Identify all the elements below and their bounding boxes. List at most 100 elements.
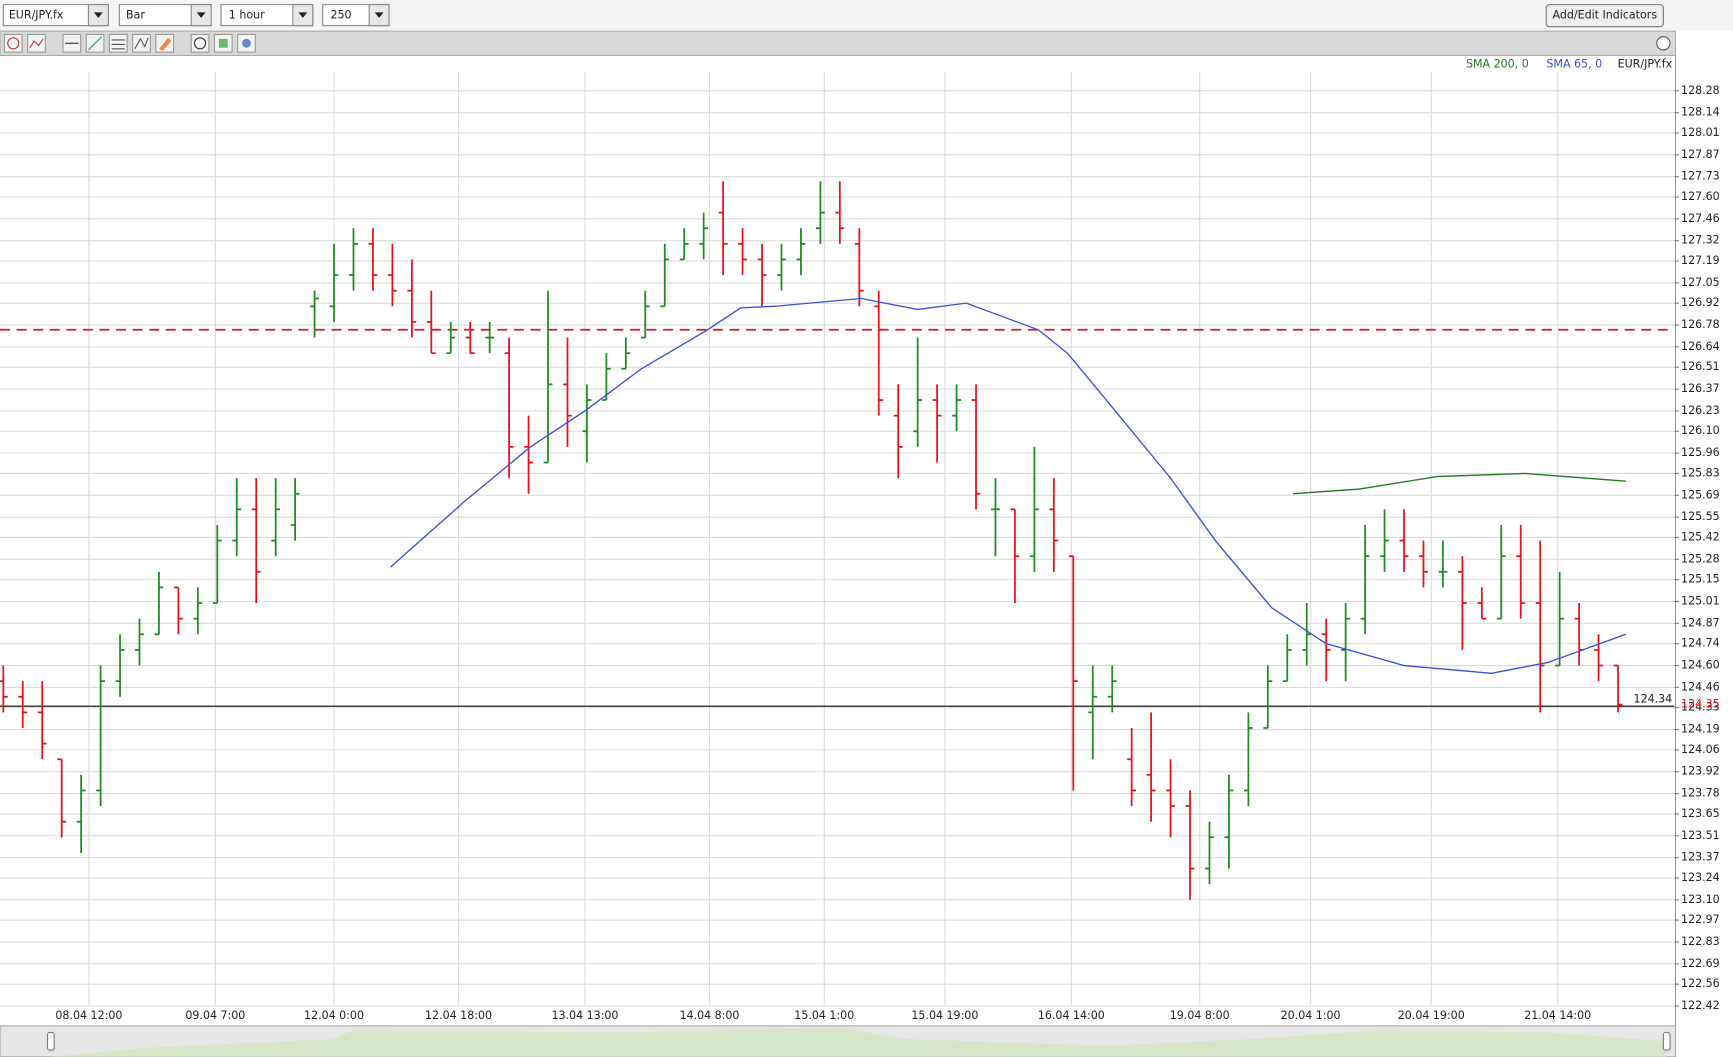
x-tick-label: 19.04 8:00 xyxy=(1170,1009,1230,1022)
dropdown-arrow[interactable] xyxy=(196,12,206,18)
ohlc-bar xyxy=(1535,540,1545,713)
icon-glyph xyxy=(88,36,103,51)
dropdown-arrow[interactable] xyxy=(93,12,103,18)
y-tick-label: 123.65 xyxy=(1681,807,1720,820)
y-tick-label: 128.28 xyxy=(1681,84,1720,97)
icon-clock[interactable] xyxy=(190,33,210,53)
y-tick-label: 127.46 xyxy=(1681,212,1720,225)
ohlc-bar xyxy=(971,384,981,510)
ohlc-bar xyxy=(173,586,183,635)
y-tick-label: 127.32 xyxy=(1681,234,1720,247)
info-icon[interactable] xyxy=(1656,36,1671,51)
ohlc-bar xyxy=(329,243,339,322)
ohlc-bar xyxy=(37,681,47,760)
ohlc-bar xyxy=(154,571,164,636)
ohlc-bar xyxy=(543,290,553,464)
ohlc-bar xyxy=(1516,524,1526,619)
ohlc-bar xyxy=(407,259,417,338)
ohlc-bar xyxy=(1477,587,1487,620)
ohlc-bar xyxy=(1224,774,1234,869)
ohlc-bar xyxy=(1088,665,1098,760)
y-tick-label: 126.37 xyxy=(1681,382,1720,395)
ohlc-bar xyxy=(835,181,845,244)
ohlc-bar xyxy=(1496,524,1506,620)
y-tick-label: 124.19 xyxy=(1681,723,1720,736)
y-tick-label: 123.78 xyxy=(1681,787,1720,800)
button-text[interactable]: Add/Edit Indicators xyxy=(1552,9,1657,22)
dropdown-text[interactable]: 250 xyxy=(330,9,351,22)
icon-fib[interactable] xyxy=(132,33,151,53)
ohlc-bar xyxy=(387,243,397,307)
y-tick-label: 122.42 xyxy=(1681,999,1720,1012)
ohlc-bar xyxy=(465,321,475,355)
symbol-dropdown[interactable]: EUR/JPY.fx xyxy=(2,4,109,27)
y-tick-label: 124.06 xyxy=(1681,743,1720,756)
navigator-handle[interactable] xyxy=(1662,1031,1671,1051)
dropdown-text[interactable]: 1 hour xyxy=(229,9,265,22)
y-tick-label: 125.83 xyxy=(1681,466,1720,479)
ohlc-bar xyxy=(0,665,8,713)
ohlc-bar xyxy=(1127,728,1137,807)
ohlc-bar xyxy=(1613,664,1623,713)
legend-entry: SMA 200, 0 xyxy=(1466,57,1529,70)
ohlc-bar xyxy=(854,228,864,307)
ohlc-bar xyxy=(777,243,786,291)
ohlc-bar xyxy=(660,243,670,308)
interval-dropdown[interactable]: 1 hour xyxy=(220,4,314,27)
button-box[interactable] xyxy=(1545,4,1664,28)
ohlc-bar xyxy=(310,290,319,338)
ohlc-bar xyxy=(1166,759,1175,838)
ohlc-bar xyxy=(1594,634,1603,682)
tool-strip xyxy=(0,30,1677,57)
navigator-handle[interactable] xyxy=(46,1031,55,1051)
icon-glyph xyxy=(242,38,251,48)
y-tick-label: 125.69 xyxy=(1681,488,1720,501)
dropdown-text[interactable]: EUR/JPY.fx xyxy=(9,9,64,22)
ohlc-bar xyxy=(1263,665,1273,729)
ohlc-bar xyxy=(932,384,942,463)
ohlc-bar xyxy=(212,524,222,604)
x-tick-label: 08.04 12:00 xyxy=(55,1009,122,1022)
icon-crosshair[interactable] xyxy=(3,33,23,53)
ohlc-bar xyxy=(1185,790,1195,900)
dropdown-text[interactable]: Bar xyxy=(126,9,145,22)
y-tick-label: 128.01 xyxy=(1681,126,1720,139)
ohlc-bar xyxy=(893,384,903,479)
y-tick-label: 125.01 xyxy=(1681,594,1720,607)
tool-icons xyxy=(3,33,1671,53)
line-label: 124.34 xyxy=(1634,693,1673,706)
ohlc-bar xyxy=(1399,509,1409,572)
x-tick-label: 15.04 1:00 xyxy=(794,1009,854,1022)
icon-glyph xyxy=(29,38,44,49)
ohlc-bar xyxy=(135,618,144,666)
y-tick-label: 122.56 xyxy=(1681,977,1720,990)
ohlc-bar xyxy=(18,681,28,729)
x-tick-label: 14.04 8:00 xyxy=(680,1009,740,1022)
ohlc-bar xyxy=(679,228,689,261)
x-tick-label: 21.04 14:00 xyxy=(1524,1009,1591,1022)
legend-entry: SMA 65, 0 xyxy=(1546,57,1602,70)
y-tick-label: 127.87 xyxy=(1681,148,1720,161)
ohlc-bar xyxy=(563,337,572,447)
ohlc-bar xyxy=(796,228,806,276)
y-tick-label: 123.37 xyxy=(1681,851,1720,864)
y-tick-label: 127.19 xyxy=(1681,254,1720,267)
icon-channel[interactable] xyxy=(108,33,128,53)
ohlc-bar xyxy=(1419,540,1428,588)
y-tick-label: 127.05 xyxy=(1681,276,1720,289)
ohlc-bar xyxy=(115,634,125,697)
dropdown-arrow[interactable] xyxy=(374,12,384,18)
indicators-button[interactable]: Add/Edit Indicators xyxy=(1545,4,1664,28)
ohlc-bar xyxy=(76,774,86,853)
x-tick-label: 16.04 14:00 xyxy=(1038,1009,1105,1022)
ohlc-bar xyxy=(232,478,242,557)
chart-type-dropdown[interactable]: Bar xyxy=(118,4,212,27)
x-tick-label: 12.04 18:00 xyxy=(425,1009,492,1022)
y-tick-label: 126.78 xyxy=(1681,318,1720,331)
dropdown-arrow[interactable] xyxy=(298,12,308,18)
y-tick-label: 126.92 xyxy=(1681,296,1720,309)
icon-glyph xyxy=(7,37,20,50)
bar-count-dropdown[interactable]: 250 xyxy=(322,4,390,27)
